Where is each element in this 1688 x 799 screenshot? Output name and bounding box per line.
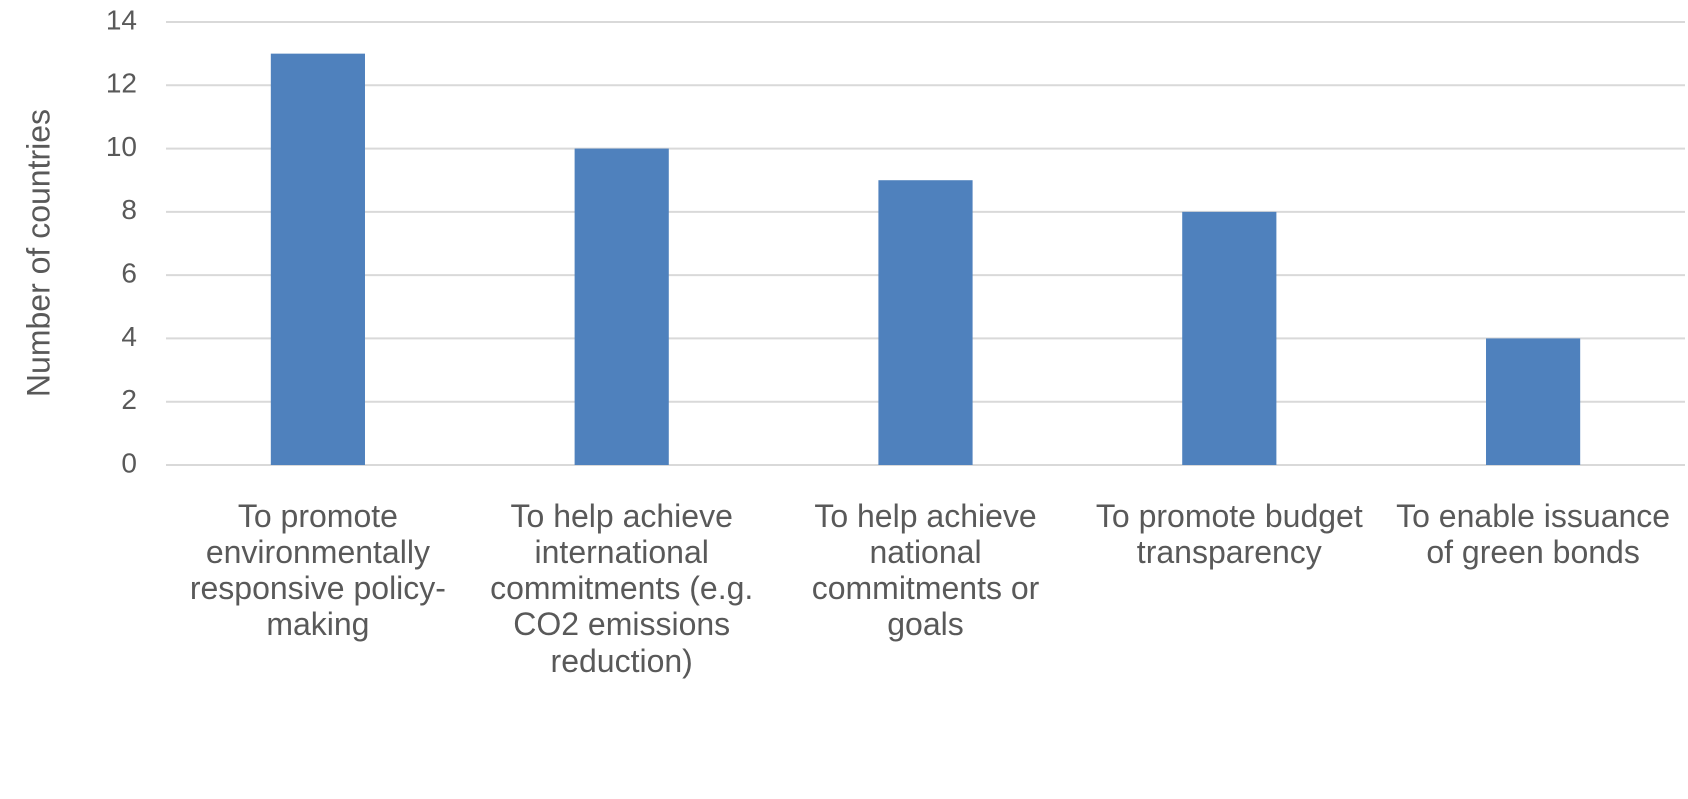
y-tick-label: 12	[106, 68, 137, 99]
y-tick-label: 4	[121, 321, 137, 352]
x-tick-label: To promote budget transparency	[1095, 498, 1363, 571]
y-tick-label: 0	[121, 447, 137, 478]
bar	[878, 180, 973, 465]
y-tick-label: 6	[121, 258, 137, 289]
x-tick-label: To enable issuance of green bonds	[1396, 498, 1671, 571]
bar	[1486, 338, 1581, 465]
y-tick-label: 2	[121, 384, 137, 415]
bar	[574, 148, 669, 466]
y-tick-label: 14	[106, 4, 137, 35]
bar	[270, 53, 365, 466]
y-axis-label: Number of countries	[20, 109, 56, 397]
x-tick-label: To promote environmentally responsive po…	[189, 498, 446, 643]
y-tick-label: 10	[106, 131, 137, 162]
x-tick-label: To help achieve national commitments or …	[811, 498, 1040, 643]
bar	[1182, 211, 1277, 465]
y-tick-label: 8	[121, 194, 137, 225]
x-tick-label: To help achieve international commitment…	[490, 498, 754, 679]
